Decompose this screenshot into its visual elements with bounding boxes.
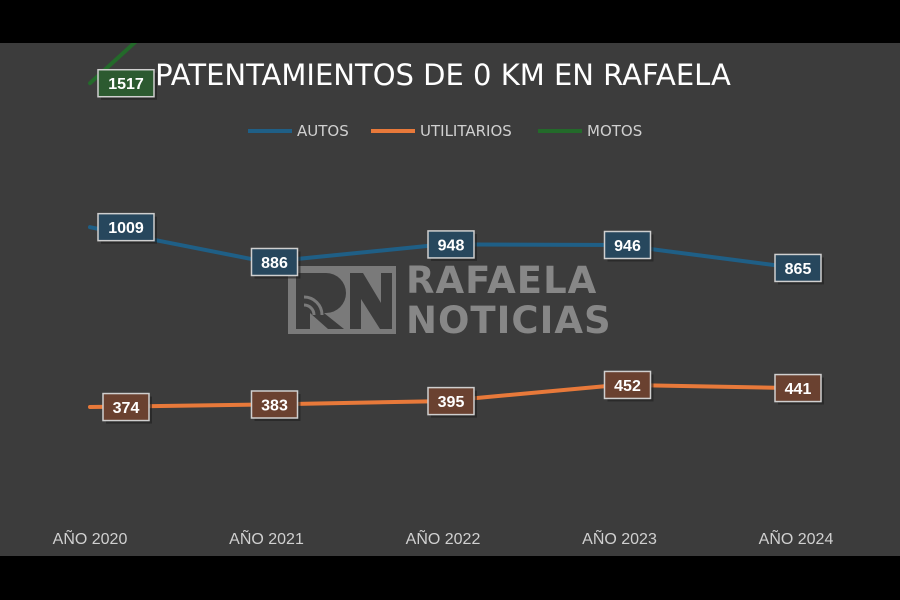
data-label-value: 948 [438,237,465,254]
data-label-value: 395 [438,394,465,411]
watermark-line2: NOTICIAS [406,299,612,342]
data-label-value: 374 [113,400,140,417]
x-tick-label: AÑO 2020 [53,528,128,548]
legend-item-motos: MOTOS [538,122,642,140]
data-label-autos: 946 [603,230,654,262]
data-label-box [97,68,155,98]
data-label-utilitarios: 383 [250,390,301,421]
data-label-box [603,230,652,260]
rn-logo-icon [288,266,396,334]
x-tick-label: AÑO 2024 [759,528,834,548]
data-label-autos: 865 [774,253,824,285]
legend-label: MOTOS [587,122,642,140]
legend: AUTOS UTILITARIOS MOTOS [248,122,642,140]
data-label-box [97,212,155,242]
data-label-autos: 1009 [97,212,157,244]
line-chart: PATENTAMIENTOS DE 0 KM EN RAFAELA AUTOS U… [53,43,834,548]
data-label-utilitarios: 441 [774,373,824,405]
data-label-motos: 1517 [97,68,157,100]
data-label-autos: 886 [250,247,301,279]
x-tick-label: AÑO 2023 [582,528,657,548]
data-label-box [774,253,822,283]
legend-label: AUTOS [297,122,349,140]
data-label-box [427,230,475,259]
data-label-value: 452 [614,378,641,395]
watermark-line1: RAFAELA [406,259,597,302]
data-label-value: 441 [785,381,812,398]
data-label-value: 1517 [108,76,144,93]
legend-item-autos: AUTOS [248,122,349,140]
data-label-value: 865 [785,261,812,278]
chart-panel: PATENTAMIENTOS DE 0 KM EN RAFAELA AUTOS U… [0,43,900,556]
x-tick-label: AÑO 2022 [406,528,481,548]
data-label-value: 946 [614,238,641,255]
data-label-value: 383 [261,397,288,414]
data-label-value: 1009 [108,220,144,237]
data-labels: 1009886948946865374383395452441151720832… [97,68,824,424]
data-label-box [774,373,822,403]
data-label-box [427,386,475,416]
data-label-utilitarios: 452 [603,370,654,402]
data-label-utilitarios: 395 [427,386,477,418]
data-label-box [102,392,150,422]
data-label-autos: 948 [427,230,477,261]
data-label-value: 886 [261,255,288,272]
chart-title: PATENTAMIENTOS DE 0 KM EN RAFAELA [155,58,731,92]
watermark: RAFAELA NOTICIAS [288,259,612,342]
data-label-box [250,247,299,277]
data-label-box [603,370,652,400]
data-label-box [250,390,299,419]
legend-label: UTILITARIOS [420,122,512,140]
legend-item-utilitarios: UTILITARIOS [371,122,512,140]
series-lines [88,43,798,409]
x-tick-label: AÑO 2021 [229,528,304,548]
x-axis: AÑO 2020 AÑO 2021 AÑO 2022 AÑO 2023 AÑO 2024 [53,528,834,548]
data-label-utilitarios: 374 [102,392,152,424]
